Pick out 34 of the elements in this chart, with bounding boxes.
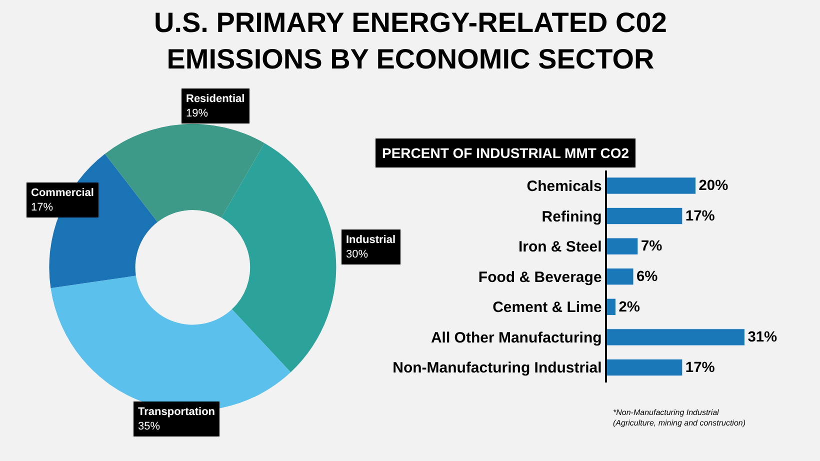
y-tick-label: Iron & Steel — [518, 238, 602, 256]
slice-label: Transportation — [138, 406, 216, 418]
bar — [606, 358, 683, 376]
data-label: 2% — [618, 299, 640, 316]
bar — [606, 298, 616, 316]
data-label: 35% — [138, 420, 160, 432]
y-tick-label: Chemicals — [526, 178, 602, 195]
data-label: 17% — [685, 360, 715, 376]
y-tick-label: Food & Beverage — [478, 268, 602, 286]
y-tick-label: Non-Manufacturing Industrial — [392, 360, 602, 377]
data-label: 6% — [636, 269, 658, 286]
data-label: 19% — [186, 107, 208, 120]
data-label: 17% — [31, 201, 54, 214]
slice-label: Industrial — [346, 234, 396, 246]
bar — [606, 268, 634, 286]
slice-label: Commercial — [31, 187, 94, 199]
donut-slice — [104, 124, 264, 222]
y-tick-label: Refining — [542, 208, 602, 226]
data-label: 31% — [748, 330, 778, 346]
data-label: 20% — [698, 178, 728, 194]
data-label: 7% — [640, 238, 662, 255]
bar — [606, 328, 745, 346]
y-tick-label: All Other Manufacturing — [430, 329, 602, 346]
y-tick-label: Cement & Lime — [492, 299, 602, 316]
chart-title: U.S. PRIMARY ENERGY-RELATED C02 EMISSIONS BY ECONOMIC SECTOR — [154, 7, 667, 74]
bar — [606, 238, 638, 255]
text: *Non-Manufacturing Industrial (Agriculture, mining and construction) — [613, 408, 746, 428]
data-label: 30% — [346, 248, 368, 260]
bar — [606, 177, 696, 194]
data-label: 17% — [685, 208, 715, 224]
bar — [606, 207, 683, 225]
donut-slice — [221, 143, 336, 372]
slice-label: Residential — [186, 93, 245, 105]
chart-title: PERCENT OF INDUSTRIAL MMT CO2 — [382, 145, 630, 161]
